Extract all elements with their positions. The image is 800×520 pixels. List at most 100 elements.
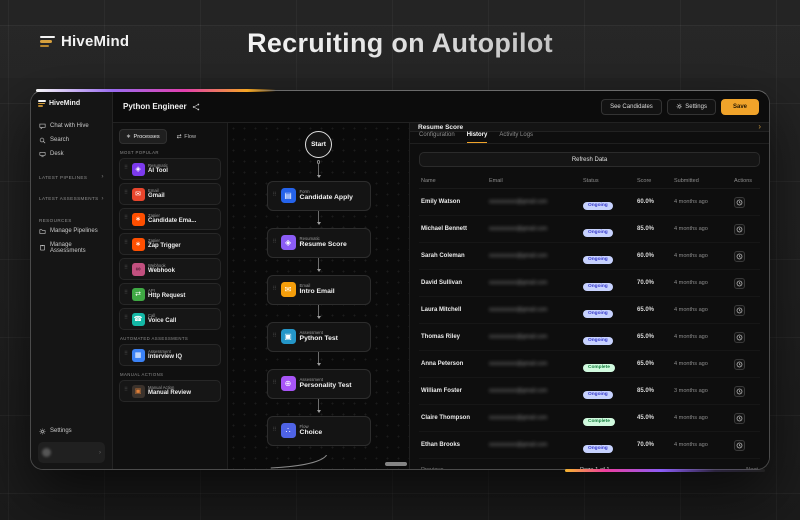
table-row[interactable]: Thomas Riley xxxxxxxxxx@gmail.com Ongoin… bbox=[419, 324, 760, 351]
sidebar-section-latest-assessments[interactable]: LATEST ASSESSMENTS › bbox=[38, 194, 105, 205]
sidebar-item-search[interactable]: Search bbox=[38, 133, 105, 147]
history-action-button[interactable] bbox=[734, 412, 745, 424]
group-label-most-popular: MOST POPULAR bbox=[120, 150, 159, 155]
next-page-button[interactable]: Next bbox=[746, 467, 758, 469]
candidate-name: Laura Mitchell bbox=[421, 307, 462, 313]
drag-handle-icon[interactable]: ⠿ bbox=[124, 290, 129, 297]
tab-activity-logs[interactable]: Activity Logs bbox=[499, 132, 534, 138]
table-row[interactable]: Laura Mitchell xxxxxxxxxx@gmail.com Ongo… bbox=[419, 297, 760, 324]
workflow-node[interactable]: ⠿ ◈ Resumatic Resume Score bbox=[266, 227, 371, 258]
status-badge: Complete bbox=[583, 363, 615, 372]
previous-page-button[interactable]: Previous bbox=[421, 467, 444, 470]
sidebar-item-manage-pipelines[interactable]: Manage Pipelines bbox=[38, 224, 105, 238]
workflow-node[interactable]: ⠿ ▤ Form Candidate Apply bbox=[266, 180, 371, 211]
sidebar-section-latest-pipelines[interactable]: LATEST PIPELINES › bbox=[38, 172, 105, 183]
status-badge: Ongoing bbox=[583, 255, 613, 264]
history-action-button[interactable] bbox=[734, 385, 745, 397]
palette-item[interactable]: ⠿ ☎ Call Voice Call bbox=[119, 308, 221, 330]
start-label: Start bbox=[311, 141, 326, 148]
collapse-chevron-icon[interactable]: › bbox=[758, 122, 761, 131]
drag-handle-icon[interactable]: ⠿ bbox=[272, 191, 277, 198]
score-value: 60.0% bbox=[637, 253, 655, 259]
candidate-table: Emily Watson xxxxxxxxxx@gmail.com Ongoin… bbox=[419, 189, 760, 459]
drag-handle-icon[interactable]: ⠿ bbox=[124, 240, 129, 247]
drag-handle-icon[interactable]: ⠿ bbox=[124, 265, 129, 272]
history-action-button[interactable] bbox=[734, 196, 745, 208]
clock-icon bbox=[736, 334, 743, 340]
tab-history[interactable]: History bbox=[466, 132, 488, 143]
sidebar-item-label: Manage Assessments bbox=[50, 241, 86, 254]
history-action-button[interactable] bbox=[734, 439, 745, 451]
tab-configuration[interactable]: Configuration bbox=[419, 132, 455, 138]
score-value: 65.0% bbox=[637, 334, 655, 340]
workflow-node[interactable]: ⠿ ▣ Assessment Python Test bbox=[266, 321, 371, 352]
drag-handle-icon[interactable]: ⠿ bbox=[272, 238, 277, 245]
automated-assessments-list: ⠿ ▦ Assessment Interview IQ bbox=[119, 344, 221, 366]
user-profile-blurred[interactable]: › bbox=[38, 442, 105, 463]
node-type-icon: ▣ bbox=[280, 329, 296, 344]
node-type-icon: ◈ bbox=[280, 235, 296, 250]
table-row[interactable]: William Foster xxxxxxxxxx@gmail.com Ongo… bbox=[419, 378, 760, 405]
workflow-node[interactable]: ⠿ ⊕ Assessment Personality Test bbox=[266, 368, 371, 399]
tab-flow[interactable]: ⇄ Flow bbox=[171, 130, 202, 143]
node-type-icon: ∞ bbox=[131, 262, 145, 276]
history-action-button[interactable] bbox=[734, 331, 745, 343]
drag-handle-icon[interactable]: ⠿ bbox=[272, 332, 277, 339]
table-row[interactable]: Ethan Brooks xxxxxxxxxx@gmail.com Ongoin… bbox=[419, 432, 760, 459]
node-port bbox=[316, 160, 321, 164]
drag-handle-icon[interactable]: ⠿ bbox=[272, 379, 277, 386]
workflow-node[interactable]: ⠿ ✉ Email Intro Email bbox=[266, 274, 371, 305]
sidebar-item-desk[interactable]: Desk bbox=[38, 147, 105, 161]
history-action-button[interactable] bbox=[734, 304, 745, 316]
sidebar-item-manage-assessments[interactable]: Manage Assessments bbox=[38, 238, 105, 257]
score-value: 65.0% bbox=[637, 361, 655, 367]
settings-button[interactable]: Settings bbox=[666, 98, 716, 115]
workflow-canvas[interactable]: Start ⠿ ▤ Form Candidate Appl bbox=[228, 123, 410, 469]
save-button[interactable]: Save bbox=[720, 98, 759, 115]
drag-handle-icon[interactable]: ⠿ bbox=[272, 426, 277, 433]
table-row[interactable]: Emily Watson xxxxxxxxxx@gmail.com Ongoin… bbox=[419, 189, 760, 216]
palette-item[interactable]: ⠿ ∞ Webhook Webhook bbox=[119, 258, 221, 280]
sidebar-item-settings[interactable]: Settings bbox=[38, 424, 105, 438]
sidebar-item-chat-with-hive[interactable]: Chat with Hive bbox=[38, 119, 105, 133]
folder-icon bbox=[39, 228, 46, 234]
history-action-button[interactable] bbox=[734, 358, 745, 370]
palette-item[interactable]: ⠿ ✉ Email Gmail bbox=[119, 183, 221, 205]
palette-item[interactable]: ⠿ ⇄ API Http Request bbox=[119, 283, 221, 305]
table-row[interactable]: Michael Bennett xxxxxxxxxx@gmail.com Ong… bbox=[419, 216, 760, 243]
email-redacted: xxxxxxxxxx@gmail.com bbox=[489, 253, 548, 259]
history-action-button[interactable] bbox=[734, 223, 745, 235]
drag-handle-icon[interactable]: ⠿ bbox=[124, 190, 129, 197]
workflow-node[interactable]: ⠿ ∴ Flow Choice bbox=[266, 415, 371, 446]
palette-item[interactable]: ⠿ ∗ Zapier Candidate Ema... bbox=[119, 208, 221, 230]
palette-item[interactable]: ⠿ ▣ Manual Action Manual Review bbox=[119, 380, 221, 402]
history-action-button[interactable] bbox=[734, 277, 745, 289]
drag-handle-icon[interactable]: ⠿ bbox=[124, 387, 129, 394]
item-category: Call bbox=[148, 312, 156, 318]
drag-handle-icon[interactable]: ⠿ bbox=[124, 351, 129, 358]
share-icon[interactable] bbox=[192, 103, 200, 111]
palette-item[interactable]: ⠿ ▦ Assessment Interview IQ bbox=[119, 344, 221, 366]
refresh-data-button[interactable]: Refresh Data bbox=[419, 152, 760, 167]
palette-item[interactable]: ⠿ ◈ Resumatic AI Tool bbox=[119, 158, 221, 180]
horizontal-scrollbar[interactable] bbox=[385, 462, 407, 466]
table-row[interactable]: David Sullivan xxxxxxxxxx@gmail.com Ongo… bbox=[419, 270, 760, 297]
tab-processes[interactable]: ∗ Processes bbox=[119, 129, 167, 144]
table-row[interactable]: Claire Thompson xxxxxxxxxx@gmail.com Com… bbox=[419, 405, 760, 432]
sidebar-item-label: Chat with Hive bbox=[50, 123, 89, 129]
start-node[interactable]: Start bbox=[305, 131, 332, 158]
see-candidates-button[interactable]: See Candidates bbox=[601, 98, 662, 115]
drag-handle-icon[interactable]: ⠿ bbox=[124, 165, 129, 172]
table-row[interactable]: Anna Peterson xxxxxxxxxx@gmail.com Compl… bbox=[419, 351, 760, 378]
item-name: Http Request bbox=[148, 292, 186, 299]
score-value: 70.0% bbox=[637, 442, 655, 448]
table-row[interactable]: Sarah Coleman xxxxxxxxxx@gmail.com Ongoi… bbox=[419, 243, 760, 270]
node-type-icon: ☎ bbox=[131, 312, 145, 326]
history-action-button[interactable] bbox=[734, 250, 745, 262]
drag-handle-icon[interactable]: ⠿ bbox=[272, 285, 277, 292]
drag-handle-icon[interactable]: ⠿ bbox=[124, 215, 129, 222]
email-redacted: xxxxxxxxxx@gmail.com bbox=[489, 388, 548, 394]
drag-handle-icon[interactable]: ⠿ bbox=[124, 315, 129, 322]
sidebar-brand: HiveMind bbox=[38, 100, 105, 107]
palette-item[interactable]: ⠿ ∗ Zapier Zap Trigger bbox=[119, 233, 221, 255]
